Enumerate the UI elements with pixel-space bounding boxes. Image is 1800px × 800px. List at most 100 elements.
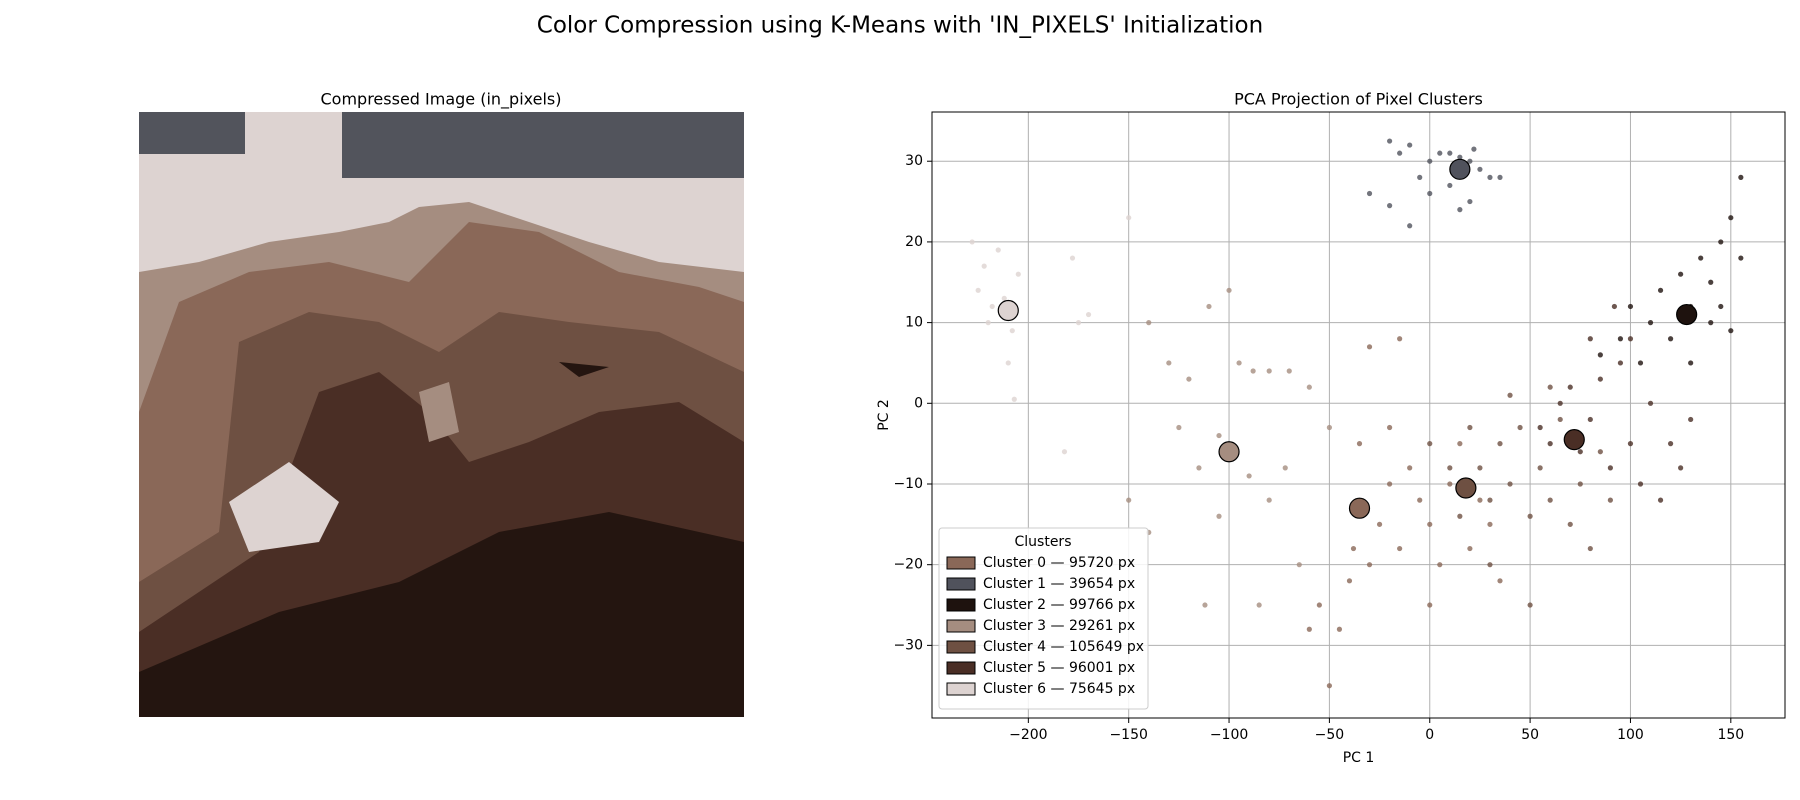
point xyxy=(1376,521,1383,527)
point xyxy=(1497,174,1503,180)
point xyxy=(1607,465,1613,471)
point xyxy=(1657,497,1664,503)
legend-box xyxy=(938,527,1149,710)
point xyxy=(969,239,975,245)
figure-title: Color Compression using K-Means with 'IN… xyxy=(537,13,1263,39)
point xyxy=(1597,376,1603,382)
y-tick-label: 10 xyxy=(905,315,923,331)
point xyxy=(1126,215,1132,221)
point xyxy=(1587,545,1593,552)
y-tick-label: −30 xyxy=(893,637,923,653)
point xyxy=(1567,521,1573,527)
x-tick-label: −50 xyxy=(1315,727,1345,743)
point xyxy=(1487,174,1493,180)
point xyxy=(1266,368,1272,374)
compressed-image xyxy=(139,112,744,717)
point xyxy=(1015,271,1021,277)
axes-frame xyxy=(931,111,1786,719)
point xyxy=(1467,198,1473,205)
point xyxy=(1186,376,1192,382)
point xyxy=(1447,465,1453,471)
point xyxy=(1216,432,1222,439)
y-tick-label: −10 xyxy=(893,476,923,492)
point xyxy=(1266,497,1272,503)
legend-label: Cluster 0 — 95720 px xyxy=(983,555,1135,571)
centroid xyxy=(1676,303,1698,326)
point xyxy=(995,247,1001,253)
point xyxy=(1718,303,1724,310)
point xyxy=(1487,497,1493,503)
x-tick-label: 50 xyxy=(1521,727,1539,743)
point xyxy=(1607,497,1613,503)
x-tick-label: −150 xyxy=(1109,727,1147,743)
point xyxy=(1547,441,1553,447)
point xyxy=(1427,441,1433,447)
point xyxy=(1447,182,1453,189)
legend-swatch xyxy=(946,682,976,696)
point xyxy=(1326,424,1332,431)
point xyxy=(1202,602,1208,608)
point xyxy=(1667,441,1674,447)
point xyxy=(1407,465,1413,471)
x-tick-label: 100 xyxy=(1617,727,1644,743)
point xyxy=(1085,311,1092,318)
point xyxy=(1647,400,1654,406)
legend-label: Cluster 4 — 105649 px xyxy=(983,639,1144,655)
legend-swatch xyxy=(946,598,976,612)
point xyxy=(1507,392,1513,398)
point xyxy=(1537,424,1543,431)
point xyxy=(1366,562,1373,568)
point xyxy=(1547,384,1553,390)
point xyxy=(1126,497,1132,503)
legend-swatch xyxy=(946,640,976,654)
y-tick-label: 0 xyxy=(914,395,923,411)
point xyxy=(1427,158,1433,164)
point xyxy=(1708,320,1714,326)
point xyxy=(1407,142,1413,148)
legend-swatch xyxy=(946,619,976,633)
point xyxy=(1537,465,1543,471)
point xyxy=(1688,416,1694,423)
point xyxy=(1471,146,1477,152)
legend-label: Cluster 1 — 39654 px xyxy=(983,576,1135,592)
point xyxy=(1417,174,1423,180)
legend-label: Cluster 3 — 29261 px xyxy=(983,618,1135,634)
point xyxy=(1708,279,1714,285)
point xyxy=(1627,336,1634,342)
point xyxy=(1427,602,1433,608)
y-tick-label: 20 xyxy=(905,234,923,250)
point xyxy=(1678,465,1684,471)
point xyxy=(1296,562,1302,568)
point xyxy=(1387,138,1393,144)
centroid xyxy=(1348,497,1371,519)
point xyxy=(1457,441,1463,447)
point xyxy=(1657,287,1664,293)
point xyxy=(1557,416,1563,423)
point xyxy=(1366,344,1373,350)
point xyxy=(1557,400,1563,406)
point xyxy=(975,287,981,293)
point xyxy=(1457,154,1463,160)
point xyxy=(1611,303,1617,310)
point xyxy=(1061,449,1068,455)
legend-label: Cluster 5 — 96001 px xyxy=(983,660,1135,676)
point xyxy=(1196,465,1202,471)
point xyxy=(1437,562,1443,568)
point xyxy=(1256,602,1262,608)
point xyxy=(1597,449,1603,455)
point xyxy=(1738,174,1744,180)
point xyxy=(981,263,987,269)
point xyxy=(1336,626,1343,632)
point xyxy=(1617,360,1624,366)
point xyxy=(1075,320,1082,326)
centroid xyxy=(1218,441,1240,463)
point xyxy=(1547,497,1553,503)
point xyxy=(1447,150,1453,156)
point xyxy=(1366,190,1373,197)
point xyxy=(1009,328,1015,334)
image-title: Compressed Image (in_pixels) xyxy=(321,90,562,110)
point xyxy=(1350,545,1357,552)
point xyxy=(1517,424,1523,431)
point xyxy=(1306,384,1312,390)
